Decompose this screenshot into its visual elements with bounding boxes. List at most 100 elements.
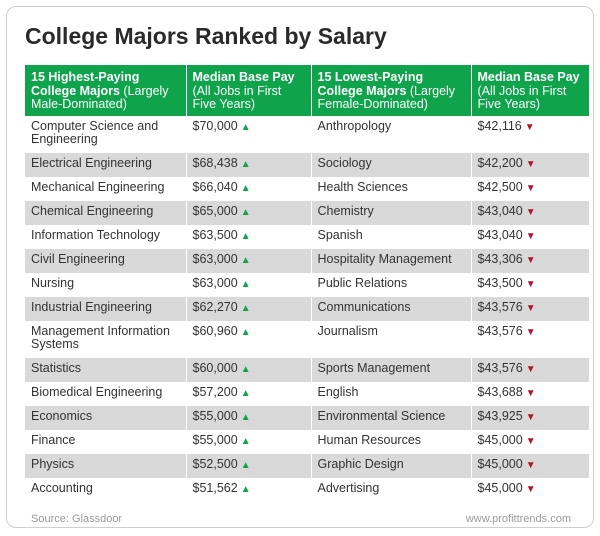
high-major-cell-label: Statistics — [31, 360, 82, 375]
table-row: Biomedical Engineering $57,200 ▲ English $43… — [25, 381, 589, 406]
high-pay-cell: $57,200 ▲ — [185, 381, 311, 406]
high-major-cell-label: Economics — [31, 408, 93, 423]
low-pay-cell: $43,576 ▼ — [470, 357, 589, 382]
high-pay-cell-label: $51,562 — [192, 480, 238, 495]
triangle-up-icon: ▲ — [240, 254, 251, 266]
low-major-cell: Advertising — [310, 477, 471, 502]
low-major-cell-label: Sports Management — [317, 360, 431, 375]
table-row: Computer Science and Engineering $70,000 ▲… — [25, 115, 589, 153]
high-major-cell: Chemical Engineering — [25, 200, 186, 225]
header-high-major: 15 Highest-Paying College Majors (Largel… — [25, 65, 186, 116]
low-pay-cell-label: $43,576 — [477, 299, 523, 314]
high-major-cell-label: Civil Engineering — [31, 251, 125, 266]
triangle-down-icon: ▼ — [525, 230, 536, 242]
low-pay-cell: $42,500 ▼ — [470, 176, 589, 201]
website-credit: www.profittrends.com — [465, 513, 571, 525]
low-pay-cell: $45,000 ▼ — [470, 477, 589, 502]
high-pay-cell: $51,562 ▲ — [185, 477, 311, 502]
triangle-up-icon: ▲ — [240, 278, 251, 290]
table-row: Statistics $60,000 ▲ Sports Management $43,5… — [25, 357, 589, 382]
high-pay-cell: $65,000 ▲ — [185, 200, 311, 225]
high-pay-cell-label: $55,000 — [192, 408, 238, 423]
high-major-cell: Information Technology — [25, 225, 186, 249]
triangle-up-icon: ▲ — [240, 230, 251, 242]
low-pay-cell-label: $43,040 — [477, 203, 523, 218]
high-major-cell: Physics — [25, 453, 186, 478]
low-pay-cell-label: $43,040 — [477, 227, 523, 242]
high-major-cell-label: Information Technology — [31, 227, 161, 242]
low-major-cell: Chemistry — [310, 200, 471, 225]
high-major-cell: Computer Science and Engineering — [25, 116, 186, 153]
low-pay-cell-label: $42,200 — [477, 155, 523, 170]
low-major-cell-label: Spanish — [317, 227, 363, 242]
low-pay-cell: $43,576 ▼ — [470, 320, 589, 358]
high-major-cell: Management Information Systems — [25, 321, 186, 358]
triangle-down-icon: ▼ — [525, 206, 536, 218]
triangle-up-icon: ▲ — [240, 363, 251, 375]
low-pay-cell: $43,688 ▼ — [470, 381, 589, 406]
triangle-down-icon: ▼ — [525, 326, 536, 338]
low-major-cell: Sociology — [310, 152, 471, 177]
low-major-cell: Graphic Design — [310, 453, 471, 478]
low-major-cell-label: Health Sciences — [317, 179, 408, 194]
low-pay-cell-label: $43,688 — [477, 384, 523, 399]
high-pay-cell-label: $57,200 — [192, 384, 238, 399]
high-pay-cell: $68,438 ▲ — [185, 152, 311, 177]
high-pay-cell: $55,000 ▲ — [185, 405, 311, 430]
high-major-cell: Statistics — [25, 357, 186, 382]
table-row: Physics $52,500 ▲ Graphic Design $45,000 ▼ — [25, 453, 589, 478]
high-major-cell: Accounting — [25, 478, 186, 502]
low-pay-cell: $43,576 ▼ — [470, 296, 589, 321]
low-pay-cell: $43,500 ▼ — [470, 272, 589, 297]
triangle-down-icon: ▼ — [525, 302, 536, 314]
high-major-cell: Economics — [25, 405, 186, 430]
low-major-cell: Environmental Science — [310, 405, 471, 430]
triangle-down-icon: ▼ — [525, 158, 536, 170]
high-pay-cell-label: $66,040 — [192, 179, 238, 194]
high-major-cell: Mechanical Engineering — [25, 177, 186, 201]
low-major-cell: Journalism — [310, 320, 471, 358]
low-pay-cell-label: $42,500 — [477, 179, 523, 194]
table-row: Accounting $51,562 ▲ Advertising $45,000 ▼ — [25, 477, 589, 502]
header-high-pay: Median Base Pay (All Jobs in First Five … — [185, 65, 311, 116]
table-row: Industrial Engineering $62,270 ▲ Communicat… — [25, 296, 589, 321]
high-pay-cell: $55,000 ▲ — [185, 429, 311, 454]
high-pay-cell-label: $60,960 — [192, 323, 238, 338]
low-major-cell-label: Human Resources — [317, 432, 422, 447]
table-header: 15 Highest-Paying College Majors (Largel… — [25, 65, 589, 116]
triangle-up-icon: ▲ — [240, 483, 251, 495]
high-pay-cell: $63,000 ▲ — [185, 248, 311, 273]
low-pay-cell-label: $43,576 — [477, 323, 523, 338]
low-pay-cell: $45,000 ▼ — [470, 429, 589, 454]
high-major-cell-label: Computer Science and Engineering — [31, 118, 159, 146]
high-pay-cell: $63,000 ▲ — [185, 272, 311, 297]
triangle-up-icon: ▲ — [240, 206, 251, 218]
low-major-cell-label: Sociology — [317, 155, 372, 170]
triangle-down-icon: ▼ — [525, 278, 536, 290]
low-major-cell-label: Anthropology — [317, 118, 392, 133]
high-pay-cell: $60,960 ▲ — [185, 320, 311, 358]
triangle-up-icon: ▲ — [240, 435, 251, 447]
high-pay-cell-label: $63,000 — [192, 251, 238, 266]
low-major-cell-label: Communications — [317, 299, 411, 314]
high-pay-cell-label: $63,500 — [192, 227, 238, 242]
table-body: Computer Science and Engineering $70,000 ▲… — [25, 115, 589, 502]
table-row: Economics $55,000 ▲ Environmental Science $4… — [25, 405, 589, 430]
table-row: Management Information Systems $60,960 ▲ Jo… — [25, 320, 589, 358]
low-major-cell-label: Hospitality Management — [317, 251, 452, 266]
low-pay-cell-label: $43,576 — [477, 360, 523, 375]
salary-table: 15 Highest-Paying College Majors (Largel… — [25, 65, 589, 502]
high-pay-cell-label: $68,438 — [192, 155, 238, 170]
high-major-cell-label: Mechanical Engineering — [31, 179, 165, 194]
chart-title: College Majors Ranked by Salary — [25, 23, 387, 49]
table-row: Chemical Engineering $65,000 ▲ Chemistry $43… — [25, 200, 589, 225]
high-pay-cell: $70,000 ▲ — [185, 115, 311, 153]
high-major-cell: Finance — [25, 430, 186, 454]
low-major-cell: Communications — [310, 296, 471, 321]
triangle-down-icon: ▼ — [525, 459, 536, 471]
low-major-cell-label: Chemistry — [317, 203, 374, 218]
high-pay-cell: $60,000 ▲ — [185, 357, 311, 382]
high-pay-cell-label: $70,000 — [192, 118, 238, 133]
high-major-cell: Nursing — [25, 273, 186, 297]
low-major-cell: Hospitality Management — [310, 248, 471, 273]
